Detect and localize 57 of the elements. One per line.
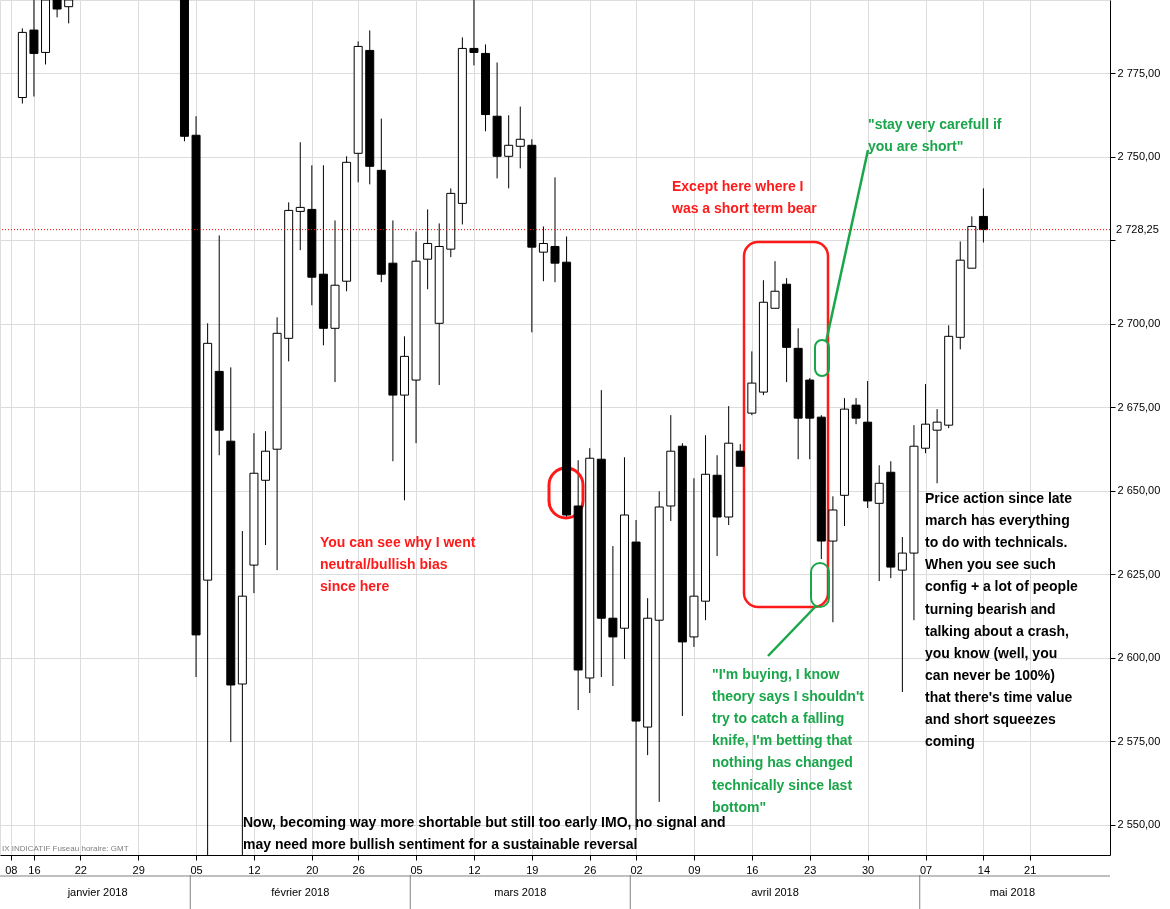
candlestick (735, 443, 745, 467)
x-tick-label: 19 (526, 863, 539, 876)
candlestick (932, 408, 942, 484)
text: mars 2018 (494, 886, 547, 898)
candlestick (515, 106, 525, 169)
annotation: "I'm buying, I know theory says I shouldn't try to catch a falling knife, I'm betting that nothing has changed technically since last bottom" (712, 666, 865, 815)
candlestick (897, 536, 907, 693)
x-tick-label: 16 (28, 863, 41, 876)
x-tick-label: 30 (862, 863, 875, 876)
x-tick-label: 05 (190, 863, 203, 876)
candlestick (608, 545, 618, 687)
y-tick-label: 2 750,00 (1117, 150, 1161, 163)
x-tick-label: 12 (468, 863, 481, 876)
annotation: IX INDICATIF Fuseau horaire: GMT (2, 844, 129, 853)
y-tick-label: 2 700,00 (1117, 317, 1161, 330)
candlestick (29, 0, 39, 98)
x-tick-label: 23 (804, 863, 817, 876)
x-tick-label: 07 (919, 863, 933, 876)
x-tick-label: 21 (1024, 863, 1037, 876)
x-tick-label: 12 (248, 863, 261, 876)
x-tick-label: 09 (688, 863, 701, 876)
x-tick-label: 26 (352, 863, 365, 876)
x-tick-label: 26 (584, 863, 597, 876)
x-tick-label: 02 (630, 863, 643, 876)
annotation: You can see why I went neutral/bullish bias since here (320, 534, 476, 595)
x-tick-label: 08 (5, 863, 18, 876)
candlestick (504, 114, 514, 189)
x-tick-label: 29 (132, 863, 145, 876)
y-tick-label: 2 550,00 (1117, 818, 1161, 831)
text: Price action since late march has everything to do with technicals. When you see such config + a lot of people turning bearish and talking about a crash, you know (well, you can never be 100%) that there's time value and short squeezes coming (925, 490, 1078, 750)
y-tick-label: 2 600,00 (1117, 651, 1161, 664)
annotation: Except here where I was a short term bear (671, 178, 818, 217)
candlestick (550, 176, 560, 283)
x-tick-label: 16 (746, 863, 759, 876)
text: mai 2018 (989, 886, 1035, 898)
y-tick-label: 2 650,00 (1117, 484, 1161, 497)
x-tick-label: 20 (306, 863, 319, 876)
candlestick (874, 464, 884, 582)
candlestick (851, 397, 861, 425)
x-tick-label: 14 (977, 863, 991, 876)
candlestick (538, 225, 548, 282)
y-tick-label: 2 625,00 (1117, 567, 1161, 580)
y-tick-label: 2 575,00 (1117, 734, 1161, 747)
candlestick (295, 141, 305, 251)
ref-line-label: 2 728,25 (1116, 222, 1159, 235)
y-tick-label: 2 775,00 (1117, 66, 1161, 79)
candlestick (978, 187, 988, 243)
candlestick (423, 208, 433, 290)
annotation: "stay very carefull if you are short" (868, 116, 1002, 155)
text: avril 2018 (751, 886, 799, 898)
candlestick (770, 260, 780, 309)
x-tick-label: 05 (410, 863, 423, 876)
text: janvier 2018 (66, 886, 128, 898)
text: février 2018 (271, 886, 330, 898)
y-tick-label: 2 675,00 (1117, 400, 1161, 413)
candlestick (469, 0, 479, 66)
x-tick-label: 22 (74, 863, 87, 876)
